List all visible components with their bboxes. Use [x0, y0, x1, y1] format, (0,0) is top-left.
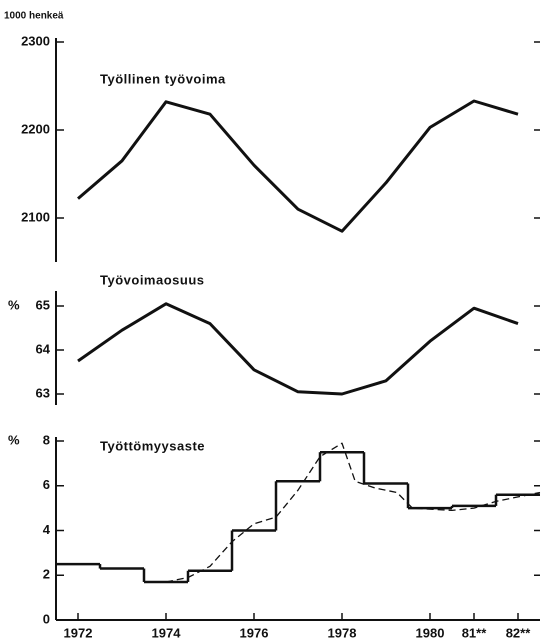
- panel-title: Työllinen työvoima: [100, 71, 226, 86]
- y-unit-label: %: [8, 432, 20, 447]
- line: [165, 442, 541, 583]
- y-unit-label: 1000 henkeä: [4, 11, 64, 22]
- x-tick-label: 1980: [416, 625, 445, 640]
- line: [77, 302, 519, 396]
- x-tick-label: 1978: [328, 625, 357, 640]
- y-tick-label: 2300: [21, 33, 50, 48]
- y-tick-label: 2200: [21, 121, 50, 136]
- x-tick-label: 1974: [152, 625, 182, 640]
- y-tick-label: 65: [36, 297, 50, 312]
- line: [77, 99, 519, 233]
- panel-title: Työvoimaosuus: [100, 272, 205, 287]
- y-tick-label: 0: [43, 611, 50, 626]
- y-tick-label: 8: [43, 432, 50, 447]
- x-tick-label: 82**: [506, 625, 532, 640]
- x-tick-label: 1972: [64, 625, 93, 640]
- y-tick-label: 2100: [21, 209, 50, 224]
- y-tick-label: 2: [43, 567, 50, 582]
- y-unit-label: %: [8, 297, 20, 312]
- x-tick-label: 1976: [240, 625, 269, 640]
- y-tick-label: 6: [43, 477, 50, 492]
- y-tick-label: 64: [36, 341, 51, 356]
- x-tick-label: 81**: [462, 625, 488, 640]
- y-tick-label: 63: [36, 385, 50, 400]
- y-tick-label: 4: [43, 522, 51, 537]
- panel-title: Työttömyysaste: [100, 438, 205, 453]
